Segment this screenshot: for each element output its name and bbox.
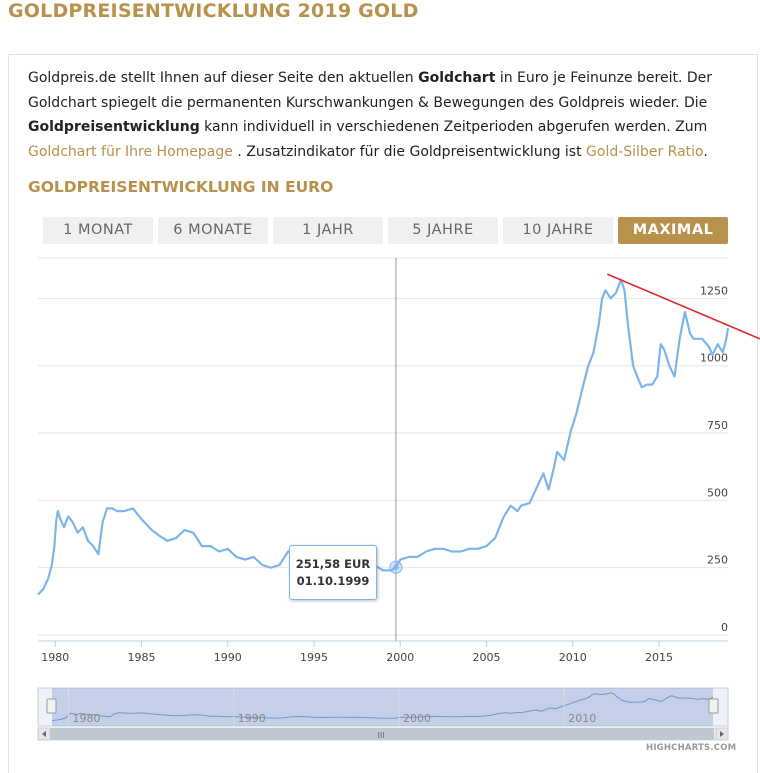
- gold-price-series-line: [37, 278, 730, 596]
- chart-grid: [38, 257, 728, 636]
- hover-dot: [393, 564, 399, 570]
- x-tick-label: 1990: [214, 651, 242, 664]
- x-tick-label: 2010: [559, 651, 587, 664]
- navigator-background: [37, 687, 729, 727]
- scrollbar-grip-icon: III: [377, 731, 384, 740]
- intro-text: Goldpreis.de stellt Ihnen auf dieser Sei…: [28, 66, 738, 164]
- gold-silber-ratio-link[interactable]: Gold-Silber Ratio: [586, 143, 704, 160]
- navigator-ticks: 1980 1990 2000 2010: [68, 688, 596, 726]
- range-button-1-jahr[interactable]: 1 JAHR: [273, 217, 383, 244]
- x-tick-label: 1985: [128, 651, 156, 664]
- gold-price-chart[interactable]: 1980 1985 1990 1995 2000 2005 2010 2015 0 250 500…: [0, 250, 760, 750]
- navigator-tick-label: 2000: [403, 712, 431, 725]
- navigator: 1980 1990 2000 2010 III: [37, 687, 729, 741]
- y-axis: 0 250 500 750 1000 1250: [700, 284, 728, 634]
- range-button-1-monat[interactable]: 1 MONAT: [43, 217, 153, 244]
- navigator-series-line: [51, 692, 714, 721]
- x-axis: 1980 1985 1990 1995 2000 2005 2010 2015: [38, 640, 728, 664]
- y-tick-label: 250: [707, 554, 728, 567]
- range-button-maximal[interactable]: MAXIMAL: [618, 217, 728, 244]
- navigator-tick-label: 1990: [238, 712, 266, 725]
- navigator-handle-right: [708, 698, 719, 714]
- tooltip-date: 01.10.1999: [296, 574, 370, 588]
- intro-bold-goldpreisentwicklung: Goldpreisentwicklung: [28, 119, 200, 135]
- intro-text-part: kann individuell in verschiedenen Zeitpe…: [199, 119, 708, 135]
- trend-line: [606, 273, 760, 340]
- scrollbar-thumb: [50, 728, 714, 740]
- y-tick-label: 0: [721, 621, 728, 634]
- navigator-tick-label: 1980: [73, 712, 101, 725]
- highcharts-credit[interactable]: HIGHCHARTS.COM: [646, 743, 737, 753]
- y-tick-label: 1000: [700, 352, 728, 365]
- intro-text-part: Goldpreis.de stellt Ihnen auf dieser Sei…: [28, 70, 419, 86]
- range-button-6-monate[interactable]: 6 MONATE: [158, 217, 268, 244]
- price-tooltip: 251,58 EUR 01.10.1999: [289, 545, 377, 600]
- y-tick-label: 500: [707, 486, 728, 499]
- x-tick-label: 2000: [386, 651, 414, 664]
- intro-text-part: in Euro je Feinunze bereit. Der Goldchar…: [28, 70, 713, 111]
- y-tick-label: 750: [707, 419, 728, 432]
- x-tick-label: 2015: [645, 651, 673, 664]
- scrollbar-left-arrow-icon: [42, 731, 46, 737]
- intro-text-part: .: [703, 143, 708, 160]
- content-panel: [8, 54, 758, 773]
- intro-bold-goldchart: Goldchart: [418, 70, 496, 86]
- navigator-tick-label: 2010: [568, 712, 596, 725]
- tooltip-value: 251,58 EUR: [295, 557, 371, 571]
- scrollbar-right-arrow-icon: [720, 731, 724, 737]
- x-tick-label: 1980: [41, 651, 69, 664]
- navigator-handle-left: [46, 698, 57, 714]
- range-button-5-jahre[interactable]: 5 JAHRE: [388, 217, 498, 244]
- x-tick-label: 1995: [300, 651, 328, 664]
- range-button-10-jahre[interactable]: 10 JAHRE: [503, 217, 613, 244]
- intro-text-part: . Zusatzindikator für die Goldpreisentwi…: [232, 143, 587, 160]
- page-title: GOLDPREISENTWICKLUNG 2019 GOLD: [8, 0, 419, 22]
- x-tick-label: 2005: [473, 651, 501, 664]
- section-title: GOLDPREISENTWICKLUNG IN EURO: [28, 178, 334, 196]
- goldchart-homepage-link[interactable]: Goldchart für Ihre Homepage: [28, 143, 233, 160]
- y-tick-label: 1250: [700, 284, 728, 297]
